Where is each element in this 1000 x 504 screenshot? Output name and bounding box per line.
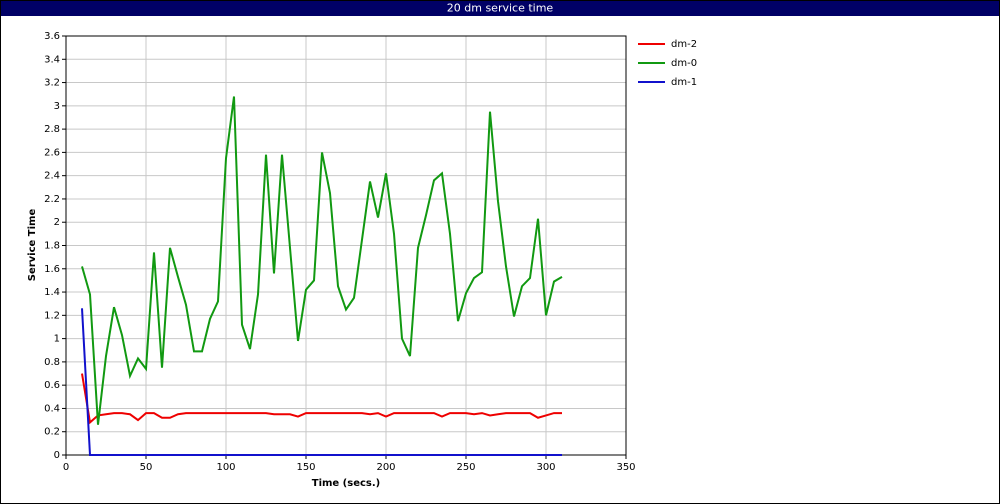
y-tick-label: 0.6: [44, 380, 60, 391]
y-tick-label: 3.6: [44, 31, 60, 42]
y-tick-label: 2: [54, 217, 60, 228]
y-tick-label: 1: [54, 334, 60, 345]
series-line: [81, 308, 562, 456]
y-tick-label: 0.8: [44, 357, 60, 368]
y-tick-label: 2.4: [44, 171, 60, 182]
x-axis-label: Time (secs.): [312, 478, 381, 489]
y-tick-label: 3: [54, 101, 60, 112]
x-tick-label: 300: [536, 462, 555, 473]
y-tick-label: 1.6: [44, 264, 60, 275]
series-line: [81, 96, 563, 425]
y-tick-label: 0: [54, 450, 60, 461]
legend-label: dm-0: [671, 58, 697, 69]
y-tick-label: 0.2: [44, 427, 60, 438]
y-tick-label: 2.2: [44, 194, 60, 205]
y-axis-label: Service Time: [27, 209, 38, 282]
y-tick-label: 1.4: [44, 287, 60, 298]
x-tick-label: 200: [376, 462, 395, 473]
x-tick-label: 50: [140, 462, 153, 473]
y-tick-label: 2.6: [44, 147, 60, 158]
y-tick-label: 2.8: [44, 124, 60, 135]
y-tick-label: 3.2: [44, 78, 60, 89]
x-tick-label: 100: [216, 462, 235, 473]
x-tick-label: 150: [296, 462, 315, 473]
y-tick-label: 1.8: [44, 241, 60, 252]
legend-label: dm-1: [671, 77, 697, 88]
x-tick-label: 250: [456, 462, 475, 473]
x-tick-label: 350: [616, 462, 635, 473]
x-tick-label: 0: [63, 462, 69, 473]
y-tick-label: 1.2: [44, 310, 60, 321]
series-line: [81, 373, 562, 425]
title-bar: [1, 1, 999, 16]
y-tick-label: 3.4: [44, 54, 60, 65]
legend-label: dm-2: [671, 39, 697, 50]
chart-title: 20 dm service time: [447, 2, 554, 15]
y-tick-label: 0.4: [44, 403, 60, 414]
